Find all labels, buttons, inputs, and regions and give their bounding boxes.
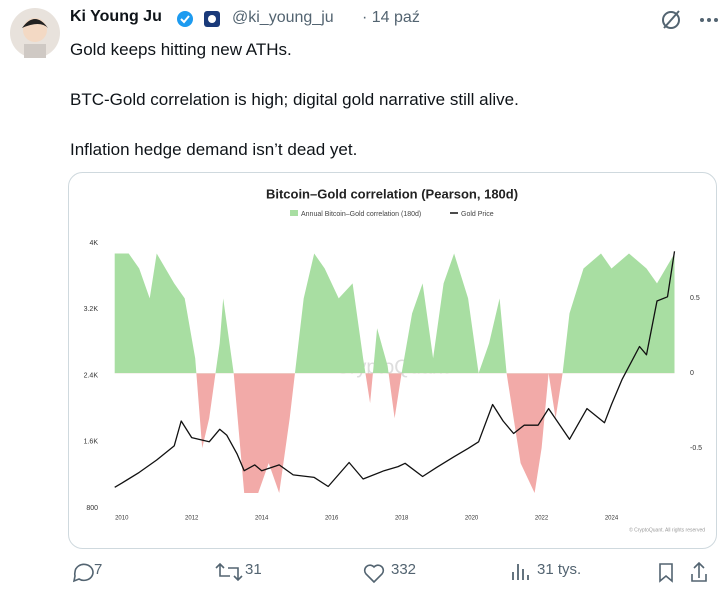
repost-count[interactable]: 31 (245, 561, 262, 578)
y-tick-label: 3.2K (84, 306, 99, 313)
correlation-area-positive (114, 253, 675, 374)
badges (177, 11, 220, 27)
y-tick-label: 800 (86, 505, 98, 512)
y-tick-label: 2.4K (84, 372, 99, 379)
date-text: 14 paź (371, 9, 420, 26)
y-tick-label: 1.6K (84, 439, 99, 446)
legend-label: Gold Price (461, 211, 494, 218)
y-tick-label: 4K (89, 240, 98, 247)
header-icons[interactable] (660, 8, 720, 32)
like-count[interactable]: 332 (391, 561, 417, 578)
avatar[interactable] (10, 8, 60, 58)
legend-label: Annual Bitcoin–Gold correlation (180d) (301, 211, 421, 218)
y2-tick-label: -0.5 (690, 445, 702, 452)
x-tick-label: 2024 (605, 516, 619, 522)
copyright: © CryptoQuant. All rights reserved (629, 526, 705, 533)
post-date[interactable]: · 14 paź (362, 9, 420, 26)
author-handle[interactable]: @ki_young_ju (232, 9, 334, 26)
gold-price-line (114, 251, 676, 488)
legend-swatch (290, 210, 298, 216)
tweet-line: Inflation hedge demand isn’t dead yet. (70, 140, 358, 159)
chart-title: Bitcoin–Gold correlation (Pearson, 180d) (266, 186, 518, 201)
action-icons (72, 561, 707, 584)
tweet-line: BTC-Gold correlation is high; digital go… (70, 90, 519, 109)
correlation-area-negative (196, 373, 563, 493)
x-tick-label: 2010 (115, 516, 129, 522)
tweet-line: Gold keeps hitting new ATHs. (70, 40, 292, 59)
repost-icon[interactable] (215, 562, 243, 582)
x-tick-label: 2020 (465, 516, 479, 522)
like-icon[interactable] (363, 564, 385, 584)
reply-count[interactable]: 7 (94, 561, 103, 578)
x-tick-label: 2016 (325, 516, 339, 522)
y2-tick-label: 0 (690, 370, 694, 377)
views-icon[interactable] (512, 564, 529, 580)
author-name[interactable]: Ki Young Ju (70, 8, 162, 25)
reply-icon[interactable] (72, 563, 94, 583)
x-tick-label: 2012 (185, 516, 199, 522)
y2-tick-label: 0.5 (690, 295, 700, 302)
x-tick-label: 2022 (535, 516, 549, 522)
x-tick-label: 2014 (255, 516, 269, 522)
x-tick-label: 2018 (395, 516, 409, 522)
chart-image[interactable]: Bitcoin–Gold correlation (Pearson, 180d)… (0, 0, 727, 552)
view-count[interactable]: 31 tys. (537, 561, 582, 578)
share-icon[interactable] (691, 561, 707, 582)
bookmark-icon[interactable] (659, 563, 673, 583)
